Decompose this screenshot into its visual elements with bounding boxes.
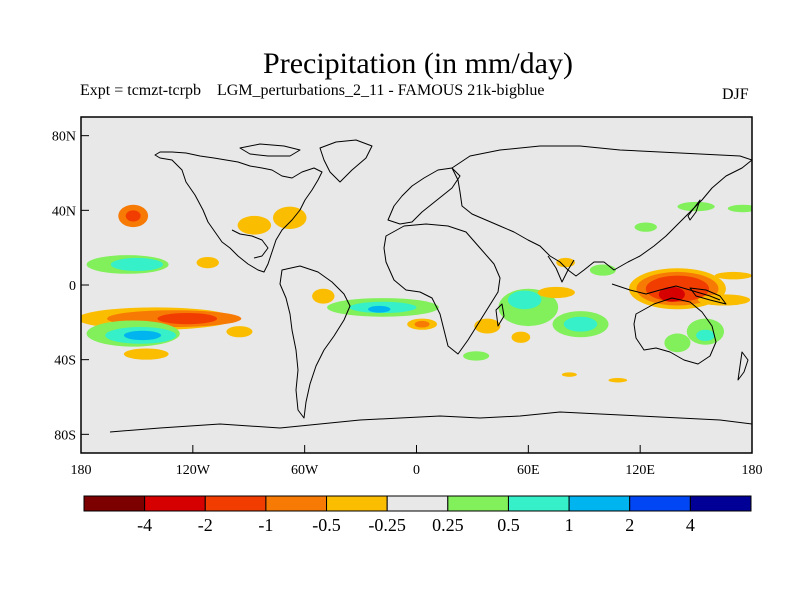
colorbar-label-3: -0.5 <box>312 515 341 535</box>
y-tick-label-0: 80N <box>52 130 76 145</box>
coast-antarctica <box>109 411 752 433</box>
anomaly-region-6 <box>110 257 164 272</box>
anomaly-region-4 <box>272 206 307 229</box>
colorbar-swatch-7 <box>507 495 570 512</box>
anomaly-region-27 <box>563 316 598 332</box>
anomaly-region-13 <box>123 348 169 360</box>
x-tick-label-6: 180 <box>742 463 763 478</box>
x-tick-label-5: 120E <box>625 463 655 478</box>
colorbar-swatch-8 <box>568 495 631 512</box>
colorbar-swatch-5 <box>386 495 449 512</box>
colorbar-label-7: 1 <box>565 515 574 535</box>
x-tick-label-1: 120W <box>176 463 211 478</box>
anomaly-region-43 <box>608 377 628 383</box>
coast-new-zealand <box>737 351 749 381</box>
coast-greenland <box>319 139 373 183</box>
colorbar-label-1: -2 <box>198 515 213 535</box>
anomaly-region-15 <box>312 288 335 304</box>
colorbar-label-4: -0.25 <box>368 515 406 535</box>
anomaly-region-3 <box>237 215 272 235</box>
anomaly-region-44 <box>561 372 577 377</box>
coastline-layer <box>109 139 752 433</box>
colorbar-label-5: 0.25 <box>432 515 464 535</box>
colorbar-swatch-0 <box>83 495 146 512</box>
anomaly-region-14 <box>226 326 253 338</box>
coast-india <box>547 255 575 283</box>
anomaly-region-36 <box>697 294 751 306</box>
anomaly-region-20 <box>414 320 430 328</box>
coast-australia <box>633 297 717 365</box>
colorbar-label-8: 2 <box>625 515 634 535</box>
y-tick-label-4: 80S <box>54 428 76 443</box>
coast-indonesia <box>611 283 721 301</box>
colorbar-label-9: 4 <box>686 515 695 535</box>
anomaly-region-38 <box>696 329 715 341</box>
colorbar-label-0: -4 <box>137 515 152 535</box>
colorbar-swatch-9 <box>629 495 691 512</box>
anomaly-region-12 <box>123 330 162 341</box>
coast-south-america <box>279 265 351 419</box>
anomaly-region-42 <box>727 204 752 213</box>
colorbar-swatch-3 <box>265 495 328 512</box>
anomaly-region-30 <box>589 264 616 276</box>
map-title: Precipitation (in mm/day) <box>263 47 573 80</box>
anomaly-region-29 <box>556 257 575 268</box>
anomaly-region-28 <box>537 286 575 299</box>
anomaly-region-1 <box>125 210 141 222</box>
coast-africa <box>383 223 501 355</box>
anomaly-region-25 <box>507 290 542 310</box>
anomaly-region-34 <box>658 286 685 302</box>
colorbar-swatch-2 <box>204 495 267 512</box>
coast-north-america <box>154 151 323 273</box>
anomaly-region-41 <box>634 222 657 232</box>
coast-japan <box>687 199 701 221</box>
coast-new-guinea <box>689 287 727 305</box>
anomaly-layer <box>81 201 752 383</box>
anomaly-region-35 <box>714 271 752 280</box>
coast-arctic-islands <box>239 143 301 157</box>
colorbar-label-2: -1 <box>258 515 273 535</box>
x-tick-label-0: 180 <box>71 463 92 478</box>
anomaly-region-23 <box>511 331 531 343</box>
y-tick-label-1: 40N <box>52 204 76 219</box>
colorbar-swatch-4 <box>326 495 388 512</box>
coast-europe <box>387 167 461 225</box>
y-tick-label-2: 0 <box>69 279 76 294</box>
anomaly-region-9 <box>157 313 218 325</box>
x-tick-label-3: 0 <box>413 463 420 478</box>
colorbar-swatch-10 <box>689 495 752 512</box>
anomaly-region-18 <box>368 305 391 313</box>
anomaly-region-39 <box>664 333 691 353</box>
colorbar-swatch-1 <box>144 495 206 512</box>
season-label: DJF <box>722 86 749 103</box>
anomaly-region-2 <box>196 257 219 269</box>
anomaly-region-21 <box>474 318 501 334</box>
coast-gulf-of-mexico <box>231 229 269 259</box>
coast-eurasia <box>451 145 752 277</box>
y-tick-label-3: 40S <box>54 354 76 369</box>
x-tick-label-2: 60W <box>291 463 319 478</box>
coast-madagascar <box>495 303 505 327</box>
anomaly-region-22 <box>463 351 490 361</box>
x-tick-label-4: 60E <box>517 463 540 478</box>
colorbar: -4 -2 -1 -0.5 -0.25 0.25 0.5 1 2 4 <box>83 495 752 535</box>
map-subtitle: Expt = tcmzt-tcrpb LGM_perturbations_2_1… <box>80 82 545 99</box>
colorbar-swatch-6 <box>447 495 509 512</box>
axis-ticks: 80N 40N 0 40S 80S 180 120W 60W 0 60E 120E 180 <box>52 130 763 478</box>
colorbar-label-6: 0.5 <box>497 515 520 535</box>
